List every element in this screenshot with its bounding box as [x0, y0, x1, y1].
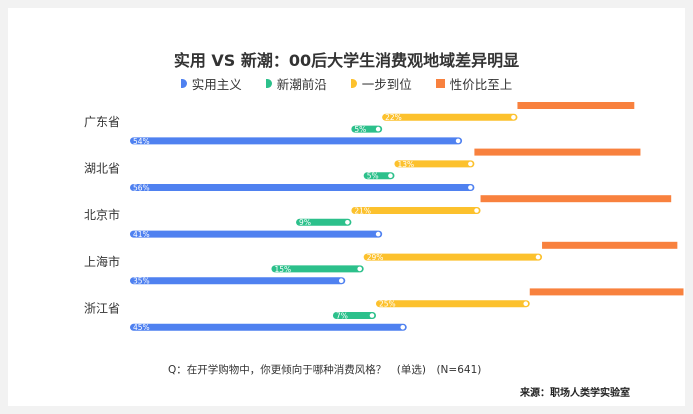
legend-item-3[interactable]: 性价比至上 [435, 74, 513, 93]
data-label: 15% [274, 265, 291, 274]
data-label: 54% [133, 137, 150, 146]
chart-title: 实用 VS 新潮：00后大学生消费观地域差异明显 [173, 51, 520, 70]
bar-3 [474, 148, 641, 156]
bar-end-marker [535, 254, 541, 260]
data-label: 7% [336, 311, 348, 320]
category-label: 广东省 [84, 115, 120, 129]
legend-label: 新潮前沿 [276, 77, 327, 92]
bar-0 [130, 323, 407, 331]
bar-3 [480, 195, 672, 203]
bar-2 [382, 113, 518, 121]
category-label: 北京市 [84, 207, 120, 222]
bar-end-marker [388, 173, 393, 178]
legend-swatch [265, 79, 272, 88]
bar-end-marker [375, 231, 381, 237]
bar-end-marker [400, 325, 406, 330]
legend-label: 性价比至上 [449, 77, 513, 92]
bar-2 [394, 160, 475, 168]
data-label: 25% [379, 300, 396, 309]
data-label: 22% [385, 113, 402, 122]
bar-1 [363, 172, 395, 180]
bar-3 [542, 241, 678, 249]
bar-0 [130, 230, 383, 238]
chart-plot: 广东省 54% 5% 22% 湖北省 56% 5% 13% 北京市 41% 9% 21% 上海市 35% 1… [84, 102, 684, 332]
bar-0 [130, 184, 475, 191]
bar-end-marker [338, 278, 344, 284]
bar-1 [332, 312, 376, 319]
data-label: 5% [367, 172, 379, 181]
bar-end-marker [357, 266, 363, 272]
bar-end-marker [523, 301, 529, 307]
bar-0 [130, 137, 463, 145]
data-label: 9% [299, 218, 311, 227]
bar-3 [517, 102, 635, 109]
bar-3 [529, 288, 684, 296]
bar-0 [130, 277, 346, 285]
category-label: 上海市 [84, 254, 120, 269]
bar-2 [376, 300, 530, 308]
bar-1 [271, 265, 364, 273]
chart-card: 实用 VS 新潮：00后大学生消费观地域差异明显 实用主义 新潮前沿 一步到位 性价比… [8, 8, 685, 406]
source-note: 来源：职场人类学实验室 [520, 388, 630, 399]
category-label: 湖北省 [84, 161, 120, 176]
survey-question: Q：在开学购物中，你更倾向于哪种消费风格？ (单选) (N=641) [168, 364, 482, 376]
bar-end-marker [474, 208, 479, 213]
bar-end-marker [468, 161, 473, 167]
data-label: 35% [133, 277, 150, 286]
bar-1 [296, 218, 352, 226]
bar-end-marker [511, 115, 516, 120]
chart-legend: 实用主义 新潮前沿 一步到位 性价比至上 [8, 74, 685, 93]
data-label: 45% [133, 323, 150, 332]
legend-swatch [435, 79, 445, 88]
legend-label: 实用主义 [191, 77, 242, 92]
data-label: 41% [133, 230, 150, 239]
legend-label: 一步到位 [361, 77, 412, 92]
legend-item-1[interactable]: 新潮前沿 [265, 74, 327, 93]
legend-swatch [350, 79, 357, 88]
legend-swatch [180, 79, 187, 88]
legend-item-2[interactable]: 一步到位 [350, 74, 412, 93]
data-label: 29% [367, 253, 384, 262]
bar-end-marker [375, 126, 381, 132]
bar-end-marker [345, 220, 350, 225]
data-label: 21% [354, 206, 371, 215]
data-label: 56% [133, 183, 150, 192]
bar-end-marker [468, 185, 473, 190]
legend-item-0[interactable]: 实用主义 [180, 74, 242, 93]
category-label: 浙江省 [84, 301, 120, 315]
data-label: 5% [354, 125, 366, 134]
bar-1 [351, 125, 383, 133]
bar-2 [351, 207, 481, 214]
data-label: 13% [397, 160, 414, 169]
bar-2 [363, 253, 543, 261]
bar-end-marker [369, 313, 375, 318]
bar-end-marker [455, 138, 461, 144]
